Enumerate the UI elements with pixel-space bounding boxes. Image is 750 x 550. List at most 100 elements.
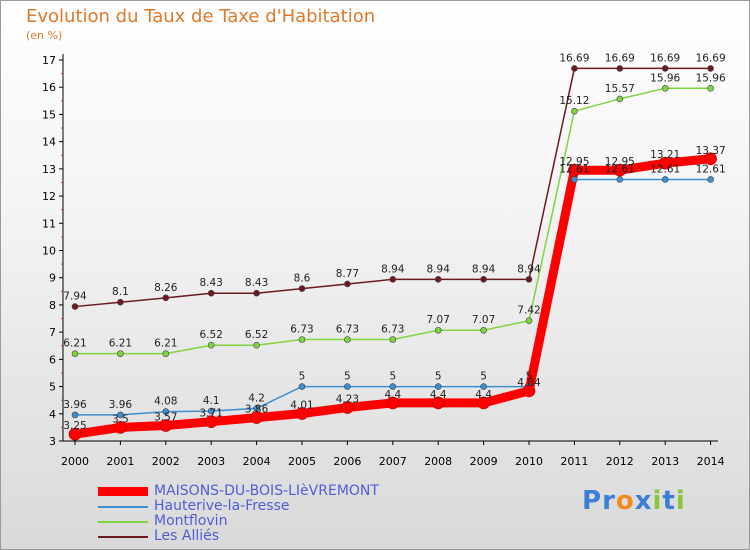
chart-title: Evolution du Taux de Taxe d'Habitation	[26, 6, 376, 27]
data-point	[522, 384, 536, 398]
data-point	[704, 152, 717, 166]
y-tick-label: 8	[49, 299, 56, 312]
data-point	[661, 85, 669, 92]
data-point	[68, 427, 82, 441]
legend-label: Les Alliés	[154, 528, 220, 544]
data-point	[253, 289, 260, 297]
legend-label: Hauterive-la-Fresse	[154, 498, 290, 514]
proxiti-logo: Proxiti	[582, 486, 686, 516]
data-point	[571, 107, 578, 115]
data-label: 4.01	[290, 400, 313, 412]
x-tick-label: 2000	[61, 455, 89, 468]
legend-swatch	[98, 535, 148, 538]
data-point	[571, 176, 578, 183]
x-tick-label: 2007	[379, 455, 407, 468]
data-point	[344, 280, 351, 288]
data-label: 7.07	[472, 314, 495, 326]
data-label: 6.73	[381, 323, 404, 335]
data-label: 8.6	[294, 273, 311, 285]
x-tick-label: 2003	[197, 455, 225, 468]
legend-label: MAISONS-DU-BOIS-LIèVREMONT	[154, 483, 379, 499]
data-point	[298, 336, 306, 343]
data-point	[613, 163, 627, 177]
data-label: 4.2	[248, 392, 265, 404]
y-tick-label: 4	[49, 408, 56, 421]
x-tick-label: 2009	[470, 455, 498, 468]
x-tick-label: 2012	[606, 455, 634, 468]
legend-item: MAISONS-DU-BOIS-LIèVREMONT	[98, 484, 379, 499]
data-point	[204, 415, 218, 428]
data-label: 3.5	[112, 413, 129, 425]
x-tick-label: 2005	[288, 455, 316, 468]
data-label: 13.37	[696, 145, 726, 157]
data-label: 4.4	[475, 389, 492, 401]
data-point	[477, 396, 490, 410]
x-tick-label: 2001	[106, 455, 134, 468]
data-point	[480, 326, 487, 334]
y-tick-label: 11	[42, 217, 56, 230]
data-point	[341, 401, 354, 414]
data-label: 15.57	[605, 83, 635, 95]
data-point	[114, 421, 127, 434]
data-label: 12.61	[559, 163, 589, 175]
legend-item: Montflovin	[98, 514, 379, 529]
data-label: 4.23	[336, 394, 359, 406]
data-label: 3.25	[63, 420, 86, 432]
data-label: 7.42	[517, 305, 540, 317]
legend-item: Hauterive-la-Fresse	[98, 499, 379, 514]
logo-letter: r	[602, 486, 616, 516]
data-label: 5	[526, 371, 533, 383]
data-point	[658, 156, 672, 170]
data-label: 12.95	[605, 156, 635, 168]
y-tick-label: 5	[49, 381, 56, 394]
data-label: 6.21	[63, 338, 86, 350]
data-label: 5	[389, 371, 396, 383]
logo-letter: t	[662, 486, 676, 516]
data-point	[207, 407, 215, 415]
data-label: 8.94	[381, 263, 405, 275]
x-tick-label: 2010	[515, 455, 543, 468]
data-label: 3.57	[154, 411, 177, 423]
data-point	[571, 65, 578, 72]
data-label: 6.52	[245, 329, 268, 341]
data-label: 16.69	[559, 52, 589, 64]
data-label: 6.21	[109, 338, 132, 350]
data-label: 4.1	[203, 395, 220, 407]
data-point	[253, 341, 260, 349]
data-point	[707, 176, 714, 183]
data-label: 12.61	[605, 163, 635, 175]
data-label: 8.43	[200, 277, 223, 289]
data-label: 6.73	[290, 323, 313, 335]
data-label: 5	[480, 371, 487, 383]
data-label: 15.96	[650, 72, 680, 84]
data-label: 3.96	[109, 399, 133, 411]
y-axis-unit-label: (en %)	[26, 29, 63, 42]
data-label: 7.07	[427, 314, 450, 326]
legend-swatch	[98, 487, 148, 496]
data-point	[480, 276, 487, 283]
y-tick-label: 6	[49, 353, 56, 366]
data-point	[386, 396, 400, 410]
chart-legend: MAISONS-DU-BOIS-LIèVREMONT Hauterive-la-F…	[98, 484, 379, 544]
logo-letter: i	[652, 486, 663, 516]
legend-label: Montflovin	[154, 513, 228, 529]
data-label: 8.26	[154, 282, 178, 294]
data-point	[71, 303, 79, 310]
data-point	[431, 396, 445, 410]
data-point	[434, 383, 442, 390]
data-label: 3.86	[245, 404, 269, 416]
logo-letter: i	[675, 486, 686, 516]
data-point	[117, 350, 124, 357]
logo-letter: P	[582, 486, 603, 516]
x-tick-label: 2011	[560, 455, 588, 468]
data-label: 16.69	[605, 52, 635, 64]
data-point	[298, 285, 306, 292]
data-label: 4.84	[517, 377, 541, 389]
data-label: 8.77	[336, 268, 359, 280]
data-point	[525, 276, 533, 283]
data-point	[162, 294, 170, 302]
data-point	[480, 383, 487, 390]
y-tick-label: 16	[42, 81, 56, 94]
data-point	[568, 163, 581, 177]
